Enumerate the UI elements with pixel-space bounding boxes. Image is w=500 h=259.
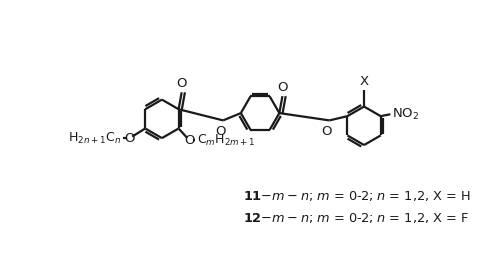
Text: O: O	[184, 134, 194, 147]
Text: O: O	[278, 81, 288, 94]
Text: X: X	[360, 75, 368, 88]
Text: O: O	[215, 125, 226, 138]
Text: $\mathbf{12}$$\mathit{-m-n}$; $\mathit{m}$ = 0-2; $\mathit{n}$ = 1,2, X = F: $\mathbf{12}$$\mathit{-m-n}$; $\mathit{m…	[243, 211, 468, 225]
Text: H$_{2n+1}$C$_n$: H$_{2n+1}$C$_n$	[68, 131, 122, 146]
Text: O: O	[124, 132, 134, 145]
Text: O: O	[321, 125, 332, 138]
Text: $\mathbf{11}$$\mathit{-m-n}$; $\mathit{m}$ = 0-2; $\mathit{n}$ = 1,2, X = H: $\mathbf{11}$$\mathit{-m-n}$; $\mathit{m…	[243, 189, 470, 203]
Text: O: O	[176, 77, 187, 90]
Text: C$_m$H$_{2m+1}$: C$_m$H$_{2m+1}$	[196, 133, 256, 148]
Text: NO$_2$: NO$_2$	[392, 107, 419, 122]
